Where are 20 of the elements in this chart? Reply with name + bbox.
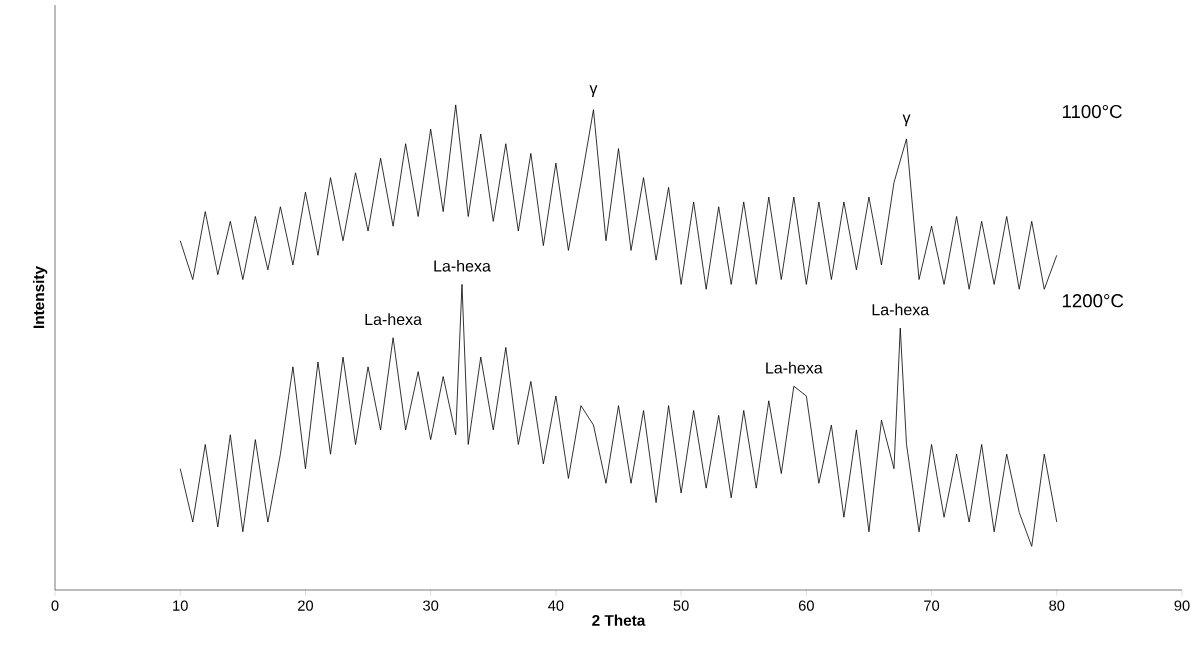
text: 1200°C (1062, 294, 1124, 308)
annotation: La-hexa (365, 313, 422, 326)
annotation: La-hexa (434, 259, 491, 272)
x-tick-label: 70 (924, 600, 940, 611)
annotation: γ (902, 114, 911, 127)
x-tick-label: 0 (51, 600, 59, 611)
text: 1100°C (1062, 104, 1122, 119)
x-tick-label: 50 (673, 600, 689, 611)
x-tick-label: 10 (173, 600, 188, 611)
x-tick-label: 90 (1174, 600, 1190, 611)
annotation: La-hexa (872, 303, 930, 316)
annotation: γ (589, 85, 598, 98)
x-tick-label: 20 (298, 600, 314, 611)
annotation: La-hexa (766, 361, 823, 374)
x-tick-label: 80 (1049, 600, 1065, 611)
x-tick-label: 30 (423, 600, 439, 611)
y-axis-title: Intensity (32, 266, 48, 328)
x-tick-label: 40 (548, 600, 564, 611)
x-axis-title: 2 Theta (592, 614, 646, 626)
x-tick-label: 60 (798, 600, 814, 611)
